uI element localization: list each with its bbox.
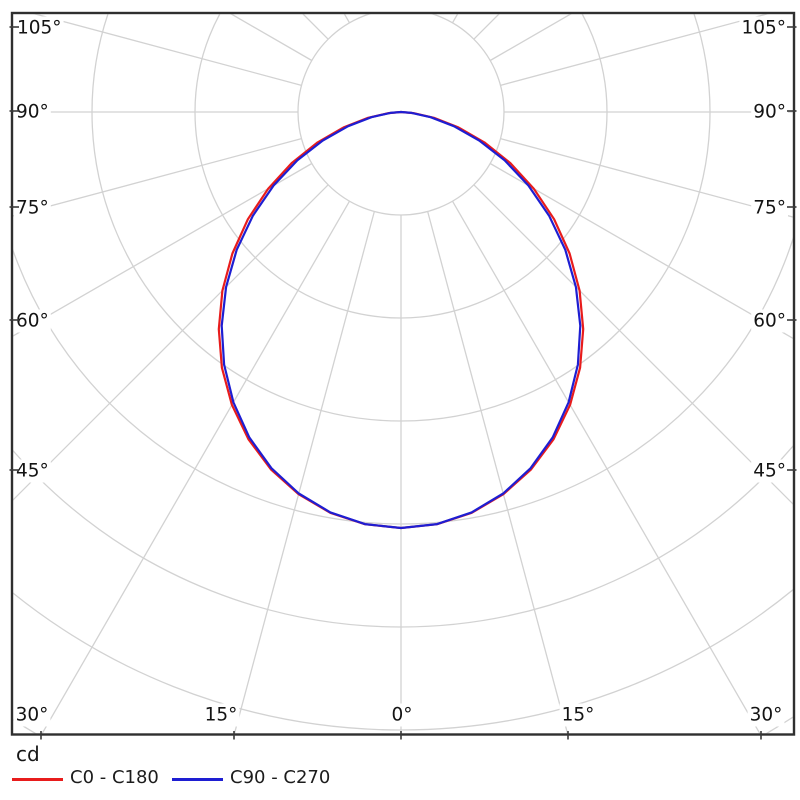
grid-spoke (500, 138, 793, 218)
angle-label-bg (14, 100, 51, 124)
angle-label: 15° (562, 705, 595, 726)
legend-label-c90-c270: C90 - C270 (230, 767, 331, 788)
angle-label: 45° (16, 461, 49, 482)
grid-spoke (13, 184, 329, 501)
angle-label-bg (389, 703, 415, 727)
angle-label-bg (739, 16, 788, 40)
angle-label: 30° (750, 705, 783, 726)
plot-border (10, 11, 796, 736)
grid-spoke (13, 138, 302, 217)
angle-label: 105° (741, 18, 786, 39)
grid-ring (13, 588, 793, 731)
angle-label-bg (559, 703, 597, 727)
angle-label-bg (13, 703, 51, 727)
grid-spoke (489, 162, 793, 339)
grid-spoke (451, 200, 761, 734)
units-label: cd (16, 742, 40, 766)
angle-label: 90° (16, 102, 49, 123)
angle-label-bg (15, 16, 64, 40)
angle-label-bg (751, 459, 788, 483)
grid-spoke (427, 211, 569, 734)
legend-line-c90-c270 (172, 778, 223, 781)
angle-label: 60° (16, 311, 49, 332)
angle-label-bg (202, 703, 240, 727)
angle-label: 60° (753, 311, 786, 332)
grid-ring (13, 445, 793, 628)
angle-label-bg (751, 309, 788, 333)
angle-label: 105° (17, 18, 62, 39)
grid-spoke (428, 0, 712, 13)
polar-chart: 105° 90° 75° 60° 45° 105° 90° 75° 60° 45° 30° 15° 0°… (9, 0, 797, 740)
grid-spoke (13, 162, 313, 337)
angle-label-bg (751, 100, 788, 124)
curves-layer (217, 110, 585, 530)
curve-c90-c270 (220, 110, 582, 530)
polar-grid (13, 0, 793, 734)
legend-line-c0-c180 (12, 778, 63, 781)
grid-spoke (41, 200, 351, 734)
legend-label-c0-c180: C0 - C180 (70, 767, 159, 788)
angle-label: 75° (16, 198, 49, 219)
angle-label: 45° (753, 461, 786, 482)
angle-label-bg (14, 196, 51, 220)
angle-label: 75° (753, 198, 786, 219)
angle-label: 90° (753, 102, 786, 123)
grid-spoke (233, 211, 375, 734)
angle-label-bg (747, 703, 785, 727)
angle-label-bg (14, 459, 51, 483)
angle-label: 15° (205, 705, 238, 726)
grid-spoke (33, 14, 302, 86)
angle-label-bg (751, 196, 788, 220)
grid-spoke (473, 184, 793, 505)
grid-ring (13, 237, 793, 525)
grid-spoke (500, 14, 769, 86)
grid-spoke (90, 0, 374, 13)
angle-label: 0° (391, 705, 412, 726)
angle-label: 30° (16, 705, 49, 726)
angle-label-bg (14, 309, 51, 333)
